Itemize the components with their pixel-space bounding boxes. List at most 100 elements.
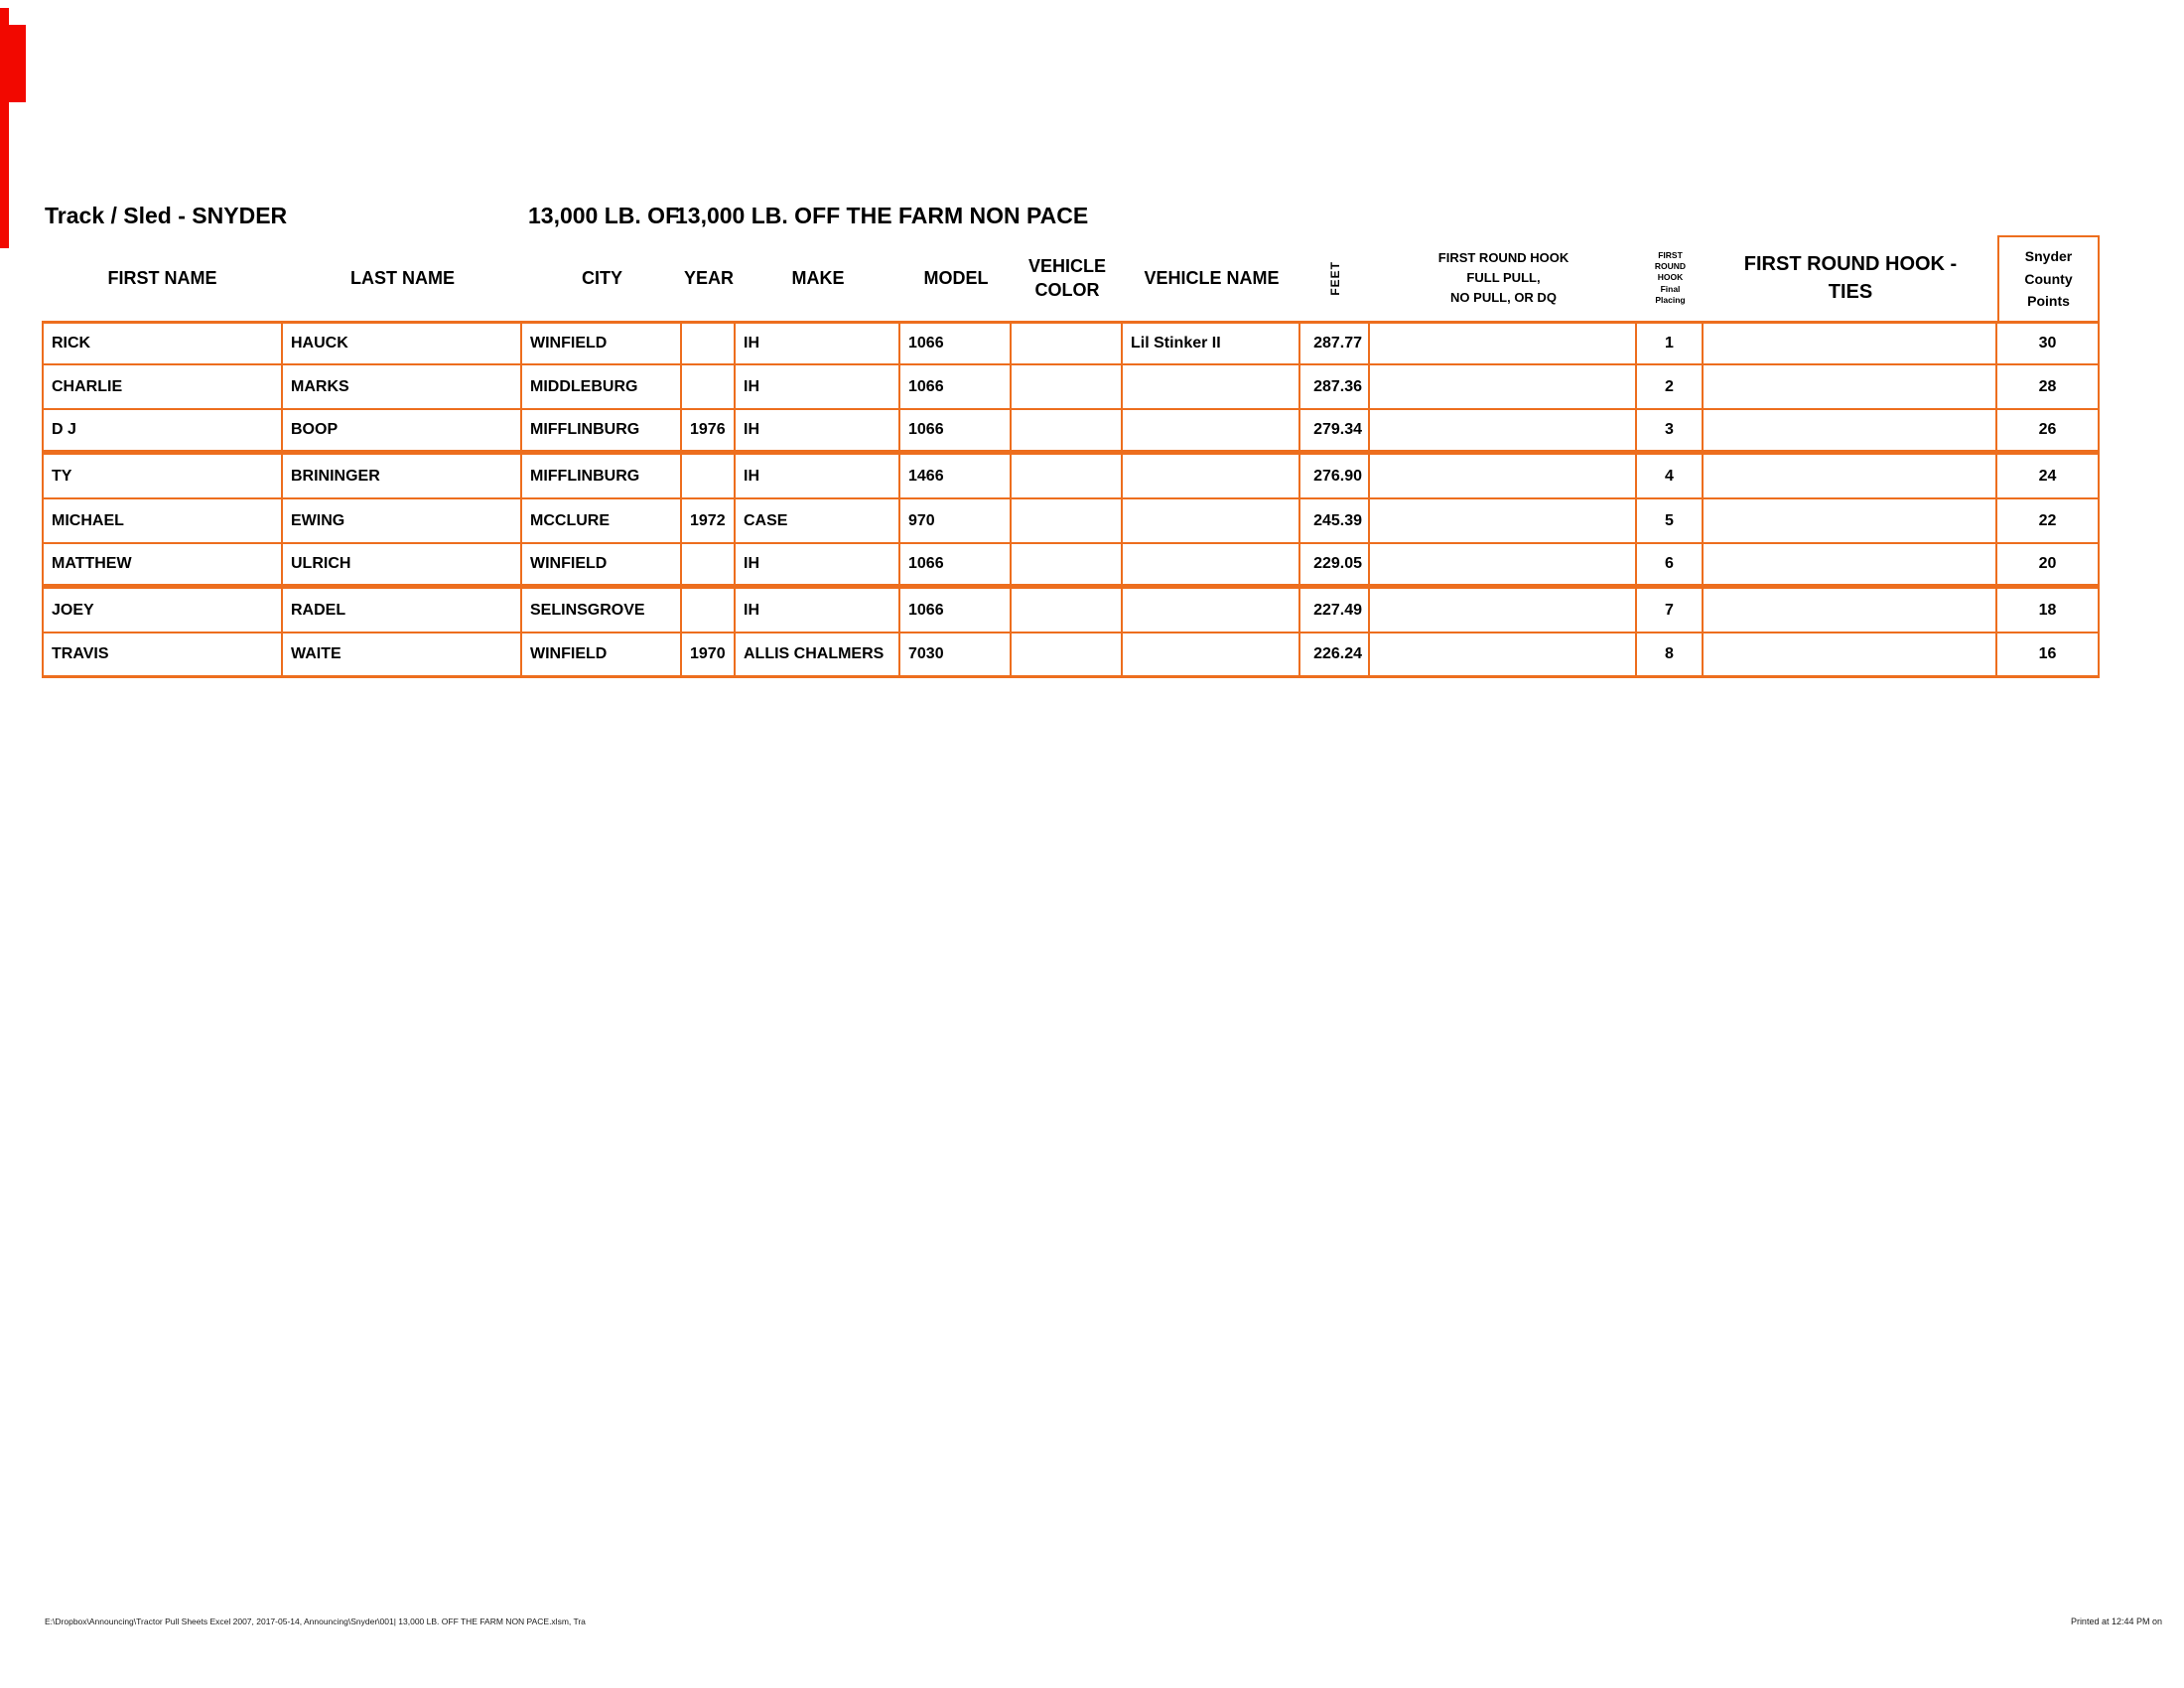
col-header-model: MODEL: [900, 235, 1012, 321]
table-cell: 245.39: [1300, 499, 1370, 544]
col-header-label: LAST NAME: [350, 267, 455, 288]
table-cell: 5: [1637, 499, 1704, 544]
table-cell: CASE: [736, 499, 900, 544]
col-header-label: MAKE: [791, 267, 845, 288]
table-cell: [1704, 455, 1997, 499]
table-cell: 276.90: [1300, 455, 1370, 499]
table-cell: RADEL: [283, 589, 522, 633]
table-cell: [1012, 589, 1123, 633]
table-cell: MIFFLINBURG: [522, 455, 682, 499]
table-cell: [682, 455, 736, 499]
col-header-snyder-county-points: Snyder County Points: [1997, 235, 2100, 321]
col-header-first-round-hook-placing: FIRST ROUND HOOK Final Placing: [1637, 235, 1704, 321]
table-cell: [1704, 499, 1997, 544]
table-cell: 970: [900, 499, 1012, 544]
table-cell: 30: [1997, 321, 2100, 365]
table-cell: [682, 321, 736, 365]
table-cell: ALLIS CHALMERS: [736, 633, 900, 678]
table-cell: [1012, 633, 1123, 678]
table-cell: MIFFLINBURG: [522, 410, 682, 455]
table-cell: [1704, 633, 1997, 678]
table-cell: [682, 589, 736, 633]
col-header-label: TIES: [1828, 281, 1873, 303]
table-cell: 7030: [900, 633, 1012, 678]
col-header-label: FEET: [1327, 260, 1342, 296]
table-cell: [682, 365, 736, 410]
table-cell: [1370, 410, 1637, 455]
table-cell: [1370, 365, 1637, 410]
table-cell: MIDDLEBURG: [522, 365, 682, 410]
col-header-label: VEHICLE NAME: [1144, 267, 1280, 288]
table-cell: [1123, 589, 1300, 633]
col-header-vehicle-color: VEHICLE COLOR: [1012, 235, 1123, 321]
table-cell: [1123, 633, 1300, 678]
table-cell: ULRICH: [283, 544, 522, 589]
col-header-first-name: FIRST NAME: [42, 235, 283, 321]
table-cell: 227.49: [1300, 589, 1370, 633]
table-cell: [1012, 544, 1123, 589]
table-cell: IH: [736, 589, 900, 633]
table-cell: HAUCK: [283, 321, 522, 365]
table-cell: [1012, 455, 1123, 499]
table-cell: 1970: [682, 633, 736, 678]
col-header-first-round-hook-result: FIRST ROUND HOOK FULL PULL, NO PULL, OR …: [1370, 235, 1637, 321]
table-cell: 2: [1637, 365, 1704, 410]
col-header-label: COLOR: [1034, 280, 1100, 300]
table-cell: WINFIELD: [522, 544, 682, 589]
table-cell: JOEY: [42, 589, 283, 633]
table-cell: [1370, 544, 1637, 589]
table-cell: 28: [1997, 365, 2100, 410]
col-header-city: CITY: [522, 235, 682, 321]
table-cell: SELINSGROVE: [522, 589, 682, 633]
table-cell: 226.24: [1300, 633, 1370, 678]
table-cell: 7: [1637, 589, 1704, 633]
table-cell: 8: [1637, 633, 1704, 678]
table-cell: 1: [1637, 321, 1704, 365]
table-cell: MICHAEL: [42, 499, 283, 544]
table-cell: 1066: [900, 365, 1012, 410]
table-cell: 20: [1997, 544, 2100, 589]
col-header-first-round-hook-ties: FIRST ROUND HOOK - TIES: [1704, 235, 1997, 321]
table-cell: MCCLURE: [522, 499, 682, 544]
table-cell: IH: [736, 410, 900, 455]
table-cell: BOOP: [283, 410, 522, 455]
table-cell: MATTHEW: [42, 544, 283, 589]
table-cell: 3: [1637, 410, 1704, 455]
printed-at-footer: Printed at 12:44 PM on: [2070, 1617, 2162, 1626]
table-cell: 287.36: [1300, 365, 1370, 410]
table-cell: 4: [1637, 455, 1704, 499]
col-header-label: Points: [2027, 293, 2070, 310]
col-header-label: Placing: [1655, 294, 1686, 305]
table-cell: [1704, 410, 1997, 455]
table-cell: D J: [42, 410, 283, 455]
table-cell: [1123, 365, 1300, 410]
col-header-label: FIRST: [1658, 250, 1683, 261]
table-cell: RICK: [42, 321, 283, 365]
col-header-label: ROUND: [1654, 261, 1687, 272]
table-cell: IH: [736, 544, 900, 589]
table-cell: [1123, 455, 1300, 499]
table-cell: [1704, 321, 1997, 365]
col-header-label: Snyder: [2024, 248, 2073, 265]
table-cell: [1123, 499, 1300, 544]
class-weight-label: 13,000 LB. OF: [528, 203, 680, 228]
table-cell: 1066: [900, 410, 1012, 455]
table-cell: [682, 544, 736, 589]
table-cell: BRININGER: [283, 455, 522, 499]
track-sled-title: Track / Sled - SNYDER: [45, 203, 288, 228]
col-header-label: FIRST ROUND HOOK -: [1743, 253, 1958, 275]
table-cell: [1012, 410, 1123, 455]
table-cell: TRAVIS: [42, 633, 283, 678]
table-cell: WAITE: [283, 633, 522, 678]
table-cell: 1066: [900, 589, 1012, 633]
table-cell: 279.34: [1300, 410, 1370, 455]
table-cell: 1972: [682, 499, 736, 544]
col-header-vehicle-name: VEHICLE NAME: [1123, 235, 1300, 321]
table-cell: [1123, 410, 1300, 455]
col-header-feet: FEET: [1300, 235, 1370, 321]
table-cell: IH: [736, 365, 900, 410]
table-cell: WINFIELD: [522, 321, 682, 365]
table-cell: 1066: [900, 544, 1012, 589]
table-cell: TY: [42, 455, 283, 499]
